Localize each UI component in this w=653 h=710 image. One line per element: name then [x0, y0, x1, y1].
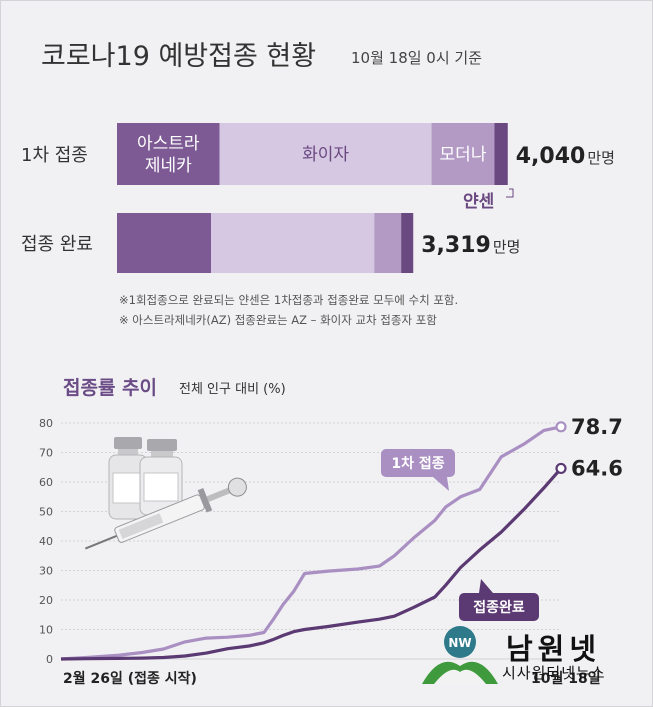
bar-segment-label: 제네카 [145, 156, 192, 176]
as-of-date: 10월 18일 0시 기준 [351, 49, 482, 67]
y-tick-label: 0 [46, 653, 53, 666]
y-tick-label: 50 [39, 506, 53, 519]
full-dose-callout [459, 593, 539, 621]
bar-segment [431, 123, 495, 185]
bar-segment [117, 213, 212, 273]
first-dose-callout [381, 449, 455, 477]
y-tick-label: 70 [39, 447, 53, 460]
bar-segment [211, 213, 375, 273]
note-az-cross: ※ 아스트라제네카(AZ) 접종완료는 AZ – 화이자 교차 접종자 포함 [119, 313, 437, 327]
brand-logo-icon: NW [422, 626, 498, 684]
first-dose-callout-pointer [433, 477, 449, 491]
y-tick-label: 40 [39, 535, 53, 548]
note-janssen: ※1회접종으로 완료되는 얀센은 1차접종과 접종완료 모두에 수치 포함. [119, 293, 458, 307]
bar-total-unit: 만명 [587, 149, 615, 167]
janssen-callout-leader [506, 188, 514, 198]
janssen-callout: 얀센 [463, 192, 494, 212]
bar-segment [401, 213, 414, 273]
bar-segment-label: 모더나 [440, 145, 487, 165]
vaccine-illustration [84, 437, 247, 550]
brand-name: 남원넷 [506, 632, 602, 666]
y-tick-label: 60 [39, 476, 53, 489]
bar-segment [494, 123, 508, 185]
y-tick-label: 10 [39, 624, 53, 637]
line-chart-subtitle: 전체 인구 대비 (%) [179, 382, 286, 397]
first-dose-callout-label: 1차 접종 [391, 456, 444, 472]
bar-total-unit: 만명 [493, 238, 521, 256]
bar-segment [117, 123, 220, 185]
vial-icon [139, 439, 183, 516]
x-end-label: 10월 18일 [531, 670, 601, 687]
syringe-icon [84, 477, 247, 550]
bar-row-label: 접종 완료 [21, 234, 93, 255]
full-dose-callout-label: 접종완료 [473, 600, 525, 616]
bar-segment-label: 화이자 [302, 145, 349, 165]
x-start-label: 2월 26일 (접종 시작) [63, 670, 197, 687]
bar-segment-label: 아스트라 [137, 134, 200, 154]
brand-watermark: NW 남원넷 시사원터넷뉴스 [420, 622, 630, 688]
y-tick-label: 80 [39, 417, 53, 430]
full-dose-line [60, 467, 563, 661]
brand-tagline: 시사원터넷뉴스 [502, 664, 606, 682]
full-dose-callout-pointer [479, 579, 493, 593]
vial-icon [108, 437, 148, 520]
series-end-marker [555, 462, 567, 475]
series-end-marker [555, 421, 567, 433]
series-end-value: 64.6 [571, 456, 623, 480]
y-tick-label: 20 [39, 594, 53, 607]
first-dose-line [60, 425, 562, 661]
series-end-value: 78.7 [571, 415, 623, 439]
bar-segment [374, 213, 402, 273]
bar-row-label: 1차 접종 [21, 145, 88, 166]
brand-logo-text: NW [448, 636, 471, 650]
page-title: 코로나19 예방접종 현황 [41, 41, 316, 72]
bar-total-value: 4,040 [516, 144, 586, 169]
bar-total-value: 3,319 [421, 233, 491, 258]
line-chart-title: 접종률 추이 [63, 377, 157, 399]
y-tick-label: 30 [39, 565, 53, 578]
bar-segment [219, 123, 432, 185]
